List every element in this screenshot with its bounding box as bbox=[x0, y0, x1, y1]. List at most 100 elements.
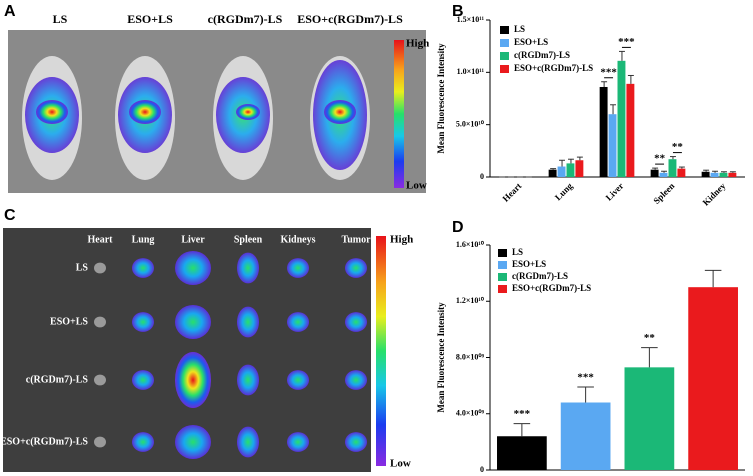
scale-low: Low bbox=[390, 458, 411, 470]
bar bbox=[728, 172, 737, 177]
column-label: Tumor bbox=[341, 234, 371, 245]
panel-label: D bbox=[452, 219, 464, 236]
legend-swatch bbox=[500, 39, 509, 47]
panel-label: A bbox=[4, 3, 16, 20]
y-tick-label: 1.6×10¹⁰ bbox=[456, 240, 485, 249]
y-axis-label: Mean Fluorescence Intensity bbox=[436, 302, 446, 413]
bar bbox=[560, 402, 611, 470]
annotation: *** bbox=[514, 408, 531, 420]
x-tick-label: Spleen bbox=[651, 181, 676, 206]
annotation: *** bbox=[577, 372, 594, 384]
legend-swatch bbox=[500, 52, 509, 60]
annotation: ** bbox=[644, 332, 656, 344]
organ bbox=[345, 370, 367, 390]
bar bbox=[497, 436, 547, 470]
bar bbox=[617, 60, 626, 177]
y-tick-label: 8.0×10⁰⁹ bbox=[456, 352, 485, 361]
bar bbox=[677, 168, 686, 177]
signal-hot bbox=[236, 104, 260, 120]
scale-high: High bbox=[406, 38, 429, 50]
y-tick-label: 5.0×10¹⁰ bbox=[456, 119, 485, 128]
organ bbox=[287, 432, 309, 452]
organ bbox=[94, 262, 106, 274]
legend-label: c(RGDm7)-LS bbox=[514, 50, 570, 60]
legend-label: LS bbox=[514, 24, 525, 34]
column-label: Liver bbox=[181, 234, 205, 245]
organ bbox=[237, 364, 259, 396]
organ bbox=[345, 258, 367, 278]
organ bbox=[287, 370, 309, 390]
column-label: Heart bbox=[88, 234, 114, 245]
organ bbox=[175, 251, 211, 285]
panel-label: B bbox=[452, 3, 464, 20]
bar bbox=[659, 172, 668, 177]
organ bbox=[345, 312, 367, 332]
y-tick-label: 1.2×10¹⁰ bbox=[456, 296, 485, 305]
legend-label: LS bbox=[512, 247, 523, 257]
y-tick-label: 4.0×10⁰⁹ bbox=[456, 409, 485, 418]
bar bbox=[626, 83, 635, 177]
bar bbox=[548, 169, 557, 177]
scale-high: High bbox=[390, 234, 413, 246]
organ bbox=[287, 312, 309, 332]
bar bbox=[624, 367, 675, 470]
organ bbox=[287, 258, 309, 278]
legend-label: ESO+LS bbox=[512, 259, 546, 269]
legend-swatch bbox=[498, 285, 507, 293]
organ bbox=[345, 432, 367, 452]
legend-label: ESO+c(RGDm7)-LS bbox=[512, 283, 591, 293]
bar bbox=[710, 172, 719, 177]
column-label: Lung bbox=[132, 234, 155, 245]
organ bbox=[175, 425, 211, 459]
x-tick-label: Kidney bbox=[701, 180, 728, 207]
organ bbox=[94, 436, 106, 448]
x-tick-label: Lung bbox=[553, 180, 575, 202]
organ bbox=[94, 374, 106, 386]
bar bbox=[688, 287, 738, 470]
annotation: *** bbox=[618, 36, 635, 48]
organ bbox=[237, 426, 259, 458]
panel-label: C bbox=[4, 207, 16, 224]
bar bbox=[566, 163, 575, 177]
row-label: ESO+c(RGDm7)-LS bbox=[0, 436, 88, 447]
legend-swatch bbox=[498, 273, 507, 281]
scale-low: Low bbox=[406, 180, 427, 192]
organ bbox=[237, 306, 259, 338]
legend-swatch bbox=[498, 249, 507, 257]
signal-hot bbox=[36, 100, 68, 124]
organ bbox=[132, 432, 154, 452]
organ bbox=[175, 352, 211, 408]
legend-swatch bbox=[500, 26, 509, 34]
row-label: ESO+LS bbox=[50, 316, 88, 327]
column-label: Spleen bbox=[234, 234, 263, 245]
x-tick-label: Heart bbox=[500, 181, 523, 204]
bar bbox=[575, 160, 584, 177]
bar bbox=[719, 172, 728, 177]
legend-label: ESO+LS bbox=[514, 37, 548, 47]
annotation: *** bbox=[600, 66, 617, 78]
x-tick-label: Liver bbox=[604, 181, 626, 203]
image-label: ESO+c(RGDm7)-LS bbox=[297, 12, 403, 26]
bar bbox=[701, 171, 710, 177]
image-label: c(RGDm7)-LS bbox=[208, 12, 283, 26]
bar bbox=[599, 86, 608, 177]
organ bbox=[132, 370, 154, 390]
image-label: ESO+LS bbox=[127, 12, 173, 26]
legend-label: ESO+c(RGDm7)-LS bbox=[514, 63, 593, 73]
annotation: ** bbox=[672, 141, 684, 153]
colorbar-c bbox=[376, 236, 386, 466]
organ bbox=[132, 258, 154, 278]
organ bbox=[175, 305, 211, 339]
y-tick-label: 1.5×10¹¹ bbox=[457, 15, 485, 24]
annotation: ** bbox=[654, 153, 666, 165]
organ bbox=[237, 252, 259, 284]
row-label: c(RGDm7)-LS bbox=[26, 374, 89, 385]
y-axis-label: Mean Fluorescence Intensity bbox=[436, 43, 446, 154]
organ bbox=[132, 312, 154, 332]
legend-swatch bbox=[498, 261, 507, 269]
y-tick-label: 0 bbox=[480, 465, 484, 474]
signal-hot bbox=[129, 100, 161, 124]
bar bbox=[557, 166, 566, 177]
organ bbox=[94, 316, 106, 328]
